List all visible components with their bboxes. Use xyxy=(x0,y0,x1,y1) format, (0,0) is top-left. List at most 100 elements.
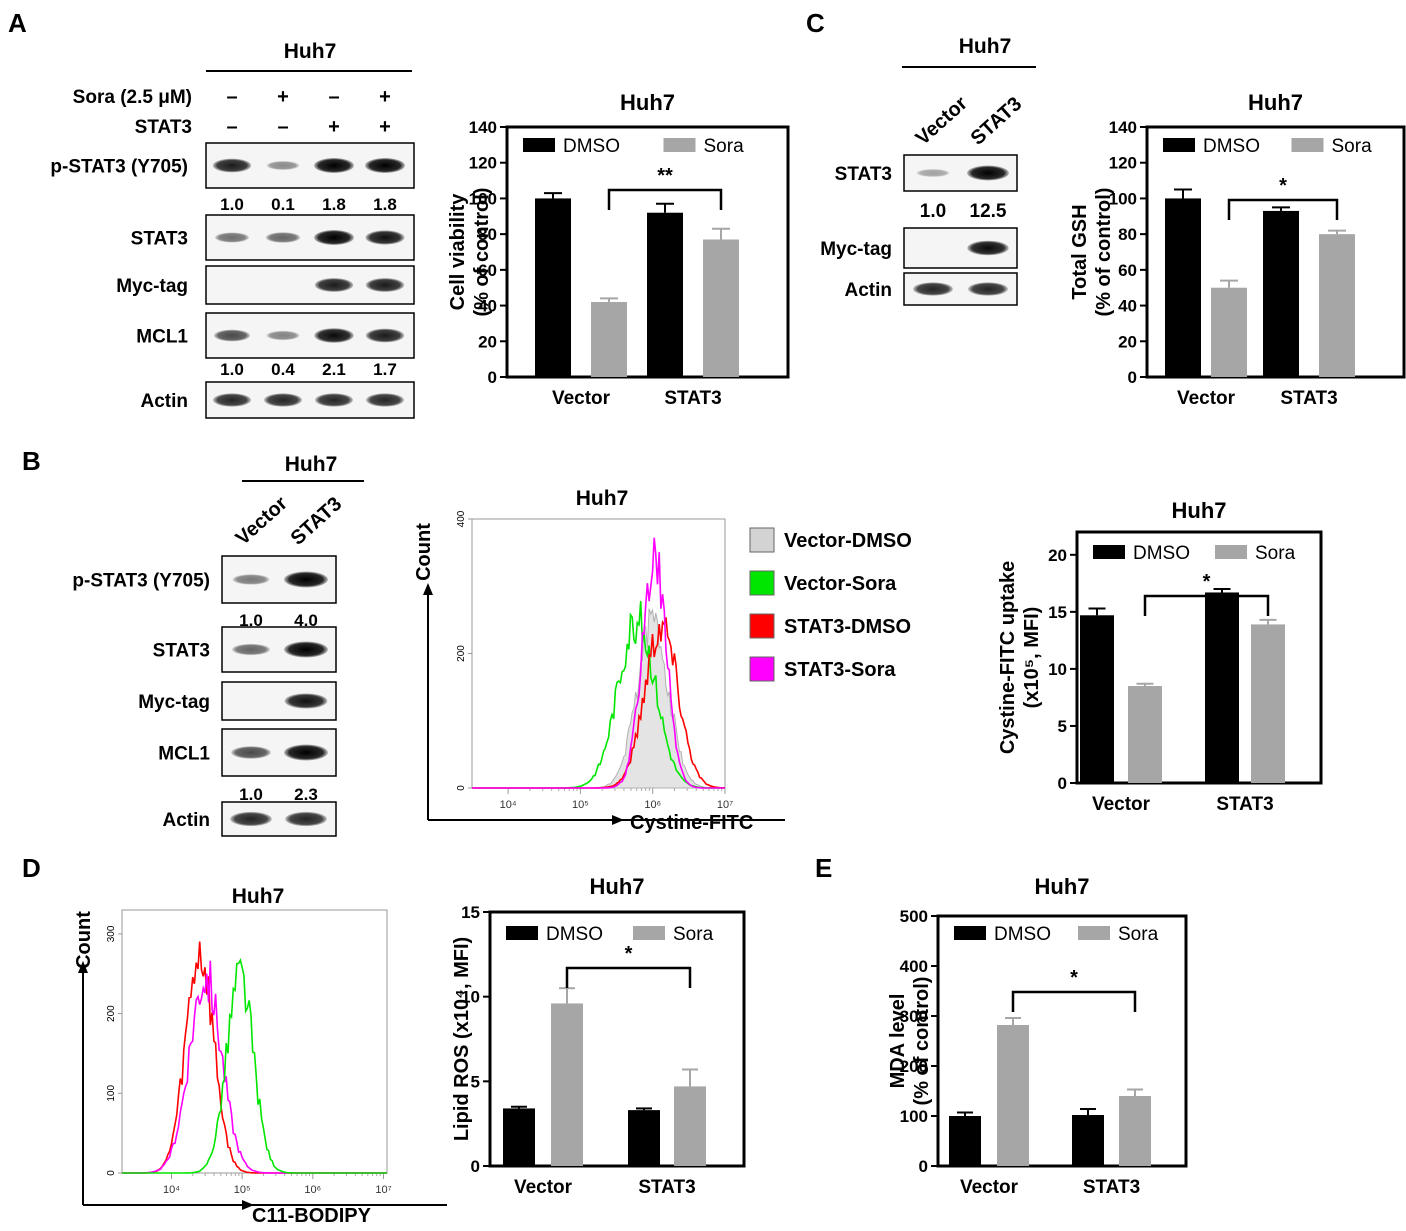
histogram-green xyxy=(122,958,387,1174)
bar-sora-vector xyxy=(997,1025,1029,1166)
significance-marker: * xyxy=(1070,967,1078,989)
x-tick-label: Vector xyxy=(514,1177,573,1198)
histogram-stat3-dmso xyxy=(472,617,726,789)
x-tick-label: 10⁵ xyxy=(234,1184,251,1196)
bar-sora-stat3 xyxy=(674,1086,706,1166)
blot-b-row-label: Actin xyxy=(163,810,211,831)
legend-label: DMSO xyxy=(1133,543,1190,564)
legend-swatch xyxy=(506,926,538,940)
blot-b-row-label: MCL1 xyxy=(158,744,210,765)
legend-swatch-stat3-sora xyxy=(749,656,775,682)
significance-marker: * xyxy=(1203,571,1211,593)
y-axis-label-line: Lipid ROS (x10⁴, MFI) xyxy=(451,937,473,1141)
chart-frame xyxy=(488,910,746,1168)
y-axis-label: Lipid ROS (x10⁴, MFI) xyxy=(451,937,473,1141)
blot-a-sign: + xyxy=(379,86,391,108)
blot-a-sign: – xyxy=(328,86,339,108)
legend-label: DMSO xyxy=(546,924,603,945)
bar-dmso-stat3 xyxy=(1072,1115,1104,1166)
y-axis-label-line: (% of control) xyxy=(1093,188,1115,317)
blot-b-quant: 1.0 xyxy=(239,785,263,804)
blot-a-row-label: Myc-tag xyxy=(116,276,188,297)
y-tick-label: 0 xyxy=(488,368,497,387)
y-axis-label-line: MDA level xyxy=(887,994,909,1089)
bar-dmso-stat3 xyxy=(1205,592,1239,783)
histogram-title: Huh7 xyxy=(232,885,285,908)
blot-band xyxy=(212,158,252,173)
x-tick-label: STAT3 xyxy=(1216,794,1273,815)
blot-a-quant: 1.0 xyxy=(220,195,244,214)
blot-b-lane-label: Vector xyxy=(232,492,292,549)
y-tick-label: 80 xyxy=(478,225,497,244)
bar-sora-vector xyxy=(1128,686,1162,783)
y-axis-label-line: Cystine-FITC uptake xyxy=(997,561,1019,754)
x-tick-label: Vector xyxy=(1177,388,1236,409)
blot-c-row-label: STAT3 xyxy=(835,164,892,185)
blot-band xyxy=(314,328,354,343)
blot-a-title: Huh7 xyxy=(284,40,337,63)
blot-a-quant: 1.8 xyxy=(322,195,346,214)
x-tick-label: 10⁶ xyxy=(304,1184,321,1196)
x-tick-label: STAT3 xyxy=(638,1177,695,1198)
y-tick-label: 60 xyxy=(1118,261,1137,280)
x-tick-label: Vector xyxy=(552,388,611,409)
significance-bracket xyxy=(565,966,692,988)
legend-swatch xyxy=(1163,138,1195,152)
bar-sora-stat3 xyxy=(703,239,739,377)
y-tick-label: 0 xyxy=(1128,368,1137,387)
y-axis-label: Cystine-FITC uptake (x10⁵, MFI) xyxy=(997,561,1043,754)
y-tick-label: 80 xyxy=(1118,225,1137,244)
blot-band xyxy=(284,693,328,709)
histogram-vector-dmso xyxy=(472,608,725,789)
blot-a-sign: – xyxy=(226,86,237,108)
bar-dmso-stat3 xyxy=(1263,210,1299,377)
histogram-title: Huh7 xyxy=(576,487,629,510)
bar-dmso-vector xyxy=(1165,198,1201,377)
blot-a-sign: + xyxy=(277,86,289,108)
blot-band xyxy=(916,169,950,177)
y-tick-label: 5 xyxy=(471,1072,480,1091)
histogram-x-label: Cystine-FITC xyxy=(630,812,753,834)
y-tick-label: 100 xyxy=(900,1107,928,1126)
y-tick-label: 20 xyxy=(1118,332,1137,351)
panel-label-c: C xyxy=(806,8,825,38)
legend-label: Sora xyxy=(1332,136,1373,157)
x-tick-label: 10⁴ xyxy=(163,1184,180,1196)
blot-b-row-label: p-STAT3 (Y705) xyxy=(72,571,210,592)
blot-band xyxy=(967,165,1009,181)
y-tick-label: 10 xyxy=(461,988,480,1007)
x-tick-label: 10⁷ xyxy=(717,799,733,811)
y-tick-label: 0 xyxy=(471,1157,480,1176)
histogram-frame xyxy=(471,518,726,789)
blot-c-quant: 12.5 xyxy=(970,201,1007,222)
fluor-axis-arrowhead xyxy=(612,815,624,825)
chart-title: Huh7 xyxy=(590,874,645,899)
blot-band xyxy=(266,161,300,170)
significance-bracket xyxy=(1011,990,1137,1012)
histogram-y-label: Count xyxy=(413,523,435,581)
blot-a-row-label: STAT3 xyxy=(131,229,188,250)
bar-dmso-stat3 xyxy=(647,212,683,377)
legend-label: Sora xyxy=(1255,543,1296,564)
y-axis-label-line: Total GSH xyxy=(1069,204,1091,299)
y-tick-label: 15 xyxy=(461,903,480,922)
bar-dmso-vector xyxy=(949,1116,981,1166)
x-tick-label: 10⁴ xyxy=(500,799,517,811)
histogram-vector-sora xyxy=(472,600,725,789)
blot-a-sign: – xyxy=(226,116,237,138)
y-tick-label: 60 xyxy=(478,261,497,280)
bar-dmso-stat3 xyxy=(628,1110,660,1166)
panel-label-a: A xyxy=(8,8,27,38)
x-tick-label: Vector xyxy=(1092,794,1151,815)
blot-c-title: Huh7 xyxy=(959,35,1012,58)
y-tick-label: 15 xyxy=(1048,603,1067,622)
panel-label-b: B xyxy=(22,446,41,476)
legend-swatch xyxy=(1093,545,1125,559)
blot-band xyxy=(365,278,405,292)
blot-band xyxy=(284,571,328,588)
blot-band xyxy=(968,282,1008,296)
legend-swatch xyxy=(633,926,665,940)
y-tick-label: 0 xyxy=(456,785,467,791)
y-tick-label: 100 xyxy=(106,1085,117,1102)
